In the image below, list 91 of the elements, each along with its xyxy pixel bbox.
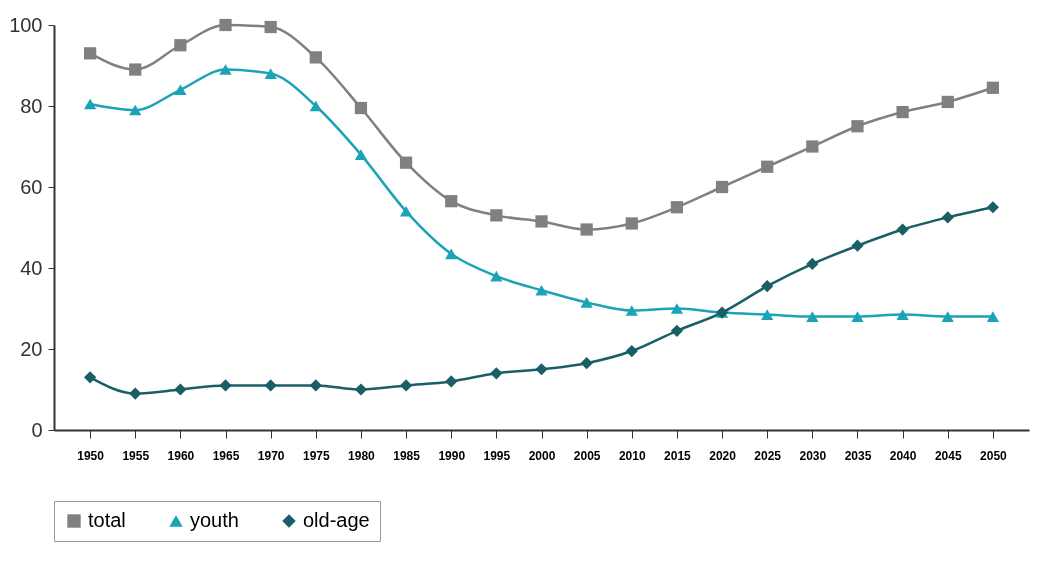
point — [264, 20, 277, 34]
point — [896, 105, 909, 119]
point — [309, 379, 322, 392]
point — [625, 344, 638, 358]
point — [309, 100, 322, 112]
x-tick-label: 1970 — [257, 448, 285, 463]
x-tick-label: 2020 — [709, 448, 737, 463]
point — [174, 84, 187, 96]
point — [219, 18, 232, 32]
point — [174, 39, 187, 52]
point — [445, 248, 458, 260]
point — [535, 363, 548, 376]
point — [941, 211, 954, 224]
point — [445, 195, 458, 208]
point — [806, 140, 819, 153]
point — [354, 383, 368, 396]
point — [399, 206, 413, 217]
x-tick-label: 1950 — [77, 448, 105, 463]
point — [896, 223, 909, 236]
legend-label: old-age — [303, 509, 370, 531]
point — [580, 357, 593, 370]
point — [535, 215, 548, 228]
x-tick-label: 2035 — [844, 448, 872, 463]
point — [625, 217, 638, 230]
point — [83, 371, 97, 384]
point — [399, 379, 413, 392]
point — [986, 81, 1000, 94]
point — [580, 223, 593, 236]
point — [806, 257, 819, 271]
x-tick-label: 1980 — [348, 448, 376, 463]
point — [399, 156, 413, 169]
y-tick-label: 0 — [31, 418, 43, 441]
point — [354, 101, 368, 115]
x-tick-label: 2030 — [799, 448, 827, 463]
point — [986, 201, 1000, 214]
point — [625, 305, 638, 316]
x-tick-label: 1975 — [302, 448, 330, 463]
x-tick-label: 1990 — [438, 448, 466, 463]
point — [535, 284, 548, 296]
point — [761, 280, 774, 293]
point — [445, 375, 458, 388]
point — [580, 297, 593, 308]
point — [761, 309, 774, 320]
point — [670, 201, 684, 214]
point — [309, 51, 322, 64]
x-tick-label: 1985 — [393, 448, 421, 463]
y-tick-label: 40 — [20, 256, 43, 279]
x-tick-label: 2010 — [618, 448, 646, 463]
point — [490, 270, 503, 282]
point — [129, 387, 142, 400]
point — [851, 311, 864, 322]
x-tick-label: 1955 — [122, 448, 150, 463]
x-tick-label: 2045 — [934, 448, 962, 463]
x-tick-label: 1960 — [167, 448, 195, 463]
x-tick-label: 1995 — [483, 448, 511, 463]
y-tick-label: 100 — [9, 13, 43, 36]
point — [83, 47, 97, 60]
legend-label: youth — [190, 509, 239, 531]
y-tick-label: 20 — [20, 337, 43, 360]
point — [986, 311, 1000, 322]
point — [715, 180, 729, 194]
x-tick-label: 2015 — [664, 448, 692, 463]
y-tick-label: 60 — [20, 175, 43, 198]
point — [83, 98, 97, 110]
point — [490, 209, 503, 222]
x-tick-label: 2040 — [889, 448, 917, 463]
point — [264, 68, 277, 79]
point — [941, 95, 954, 109]
point — [761, 160, 774, 173]
x-tick-label: 2000 — [528, 448, 556, 463]
x-tick-label: 2005 — [573, 448, 601, 463]
point — [851, 120, 864, 133]
point — [129, 104, 142, 116]
point — [264, 379, 277, 392]
point — [851, 239, 864, 252]
y-tick-label: 80 — [20, 94, 43, 117]
point — [896, 309, 909, 320]
point — [941, 311, 954, 322]
point — [670, 324, 684, 337]
point — [806, 311, 819, 322]
point — [129, 63, 142, 76]
x-tick-label: 1965 — [212, 448, 240, 463]
point — [174, 383, 187, 396]
point — [490, 367, 503, 380]
point — [670, 303, 684, 314]
point — [219, 379, 232, 392]
x-tick-label: 2050 — [980, 448, 1008, 463]
point — [354, 149, 368, 160]
x-tick-label: 2025 — [754, 448, 782, 463]
point — [219, 64, 232, 75]
legend-label: total — [88, 509, 126, 531]
